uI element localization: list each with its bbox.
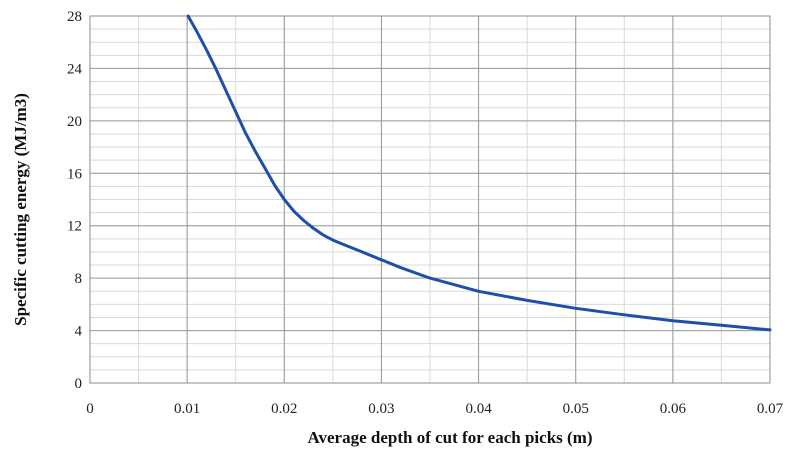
x-tick-label: 0.04 (465, 401, 492, 417)
x-tick-label: 0.03 (368, 401, 394, 417)
y-axis-title: Specific cutting energy (MJ/m3) (11, 93, 30, 326)
x-tick-label: 0.02 (271, 401, 297, 417)
y-axis-tick-labels: 0 4 8 12 16 20 24 28 (67, 9, 83, 392)
y-tick-label: 8 (75, 271, 83, 287)
minor-gridlines (89, 15, 771, 384)
x-axis-title: Average depth of cut for each picks (m) (307, 428, 592, 447)
series-line (186, 14, 772, 332)
y-tick-label: 12 (67, 219, 82, 235)
x-tick-label: 0 (86, 401, 94, 417)
y-tick-label: 16 (67, 166, 83, 182)
y-tick-label: 28 (67, 9, 82, 25)
x-axis-tick-labels: 0 0.01 0.02 0.03 0.04 0.05 0.06 0.07 (86, 401, 783, 417)
y-tick-label: 4 (75, 324, 83, 340)
x-tick-label: 0.05 (563, 401, 589, 417)
y-tick-label: 24 (67, 61, 83, 77)
x-tick-label: 0.06 (660, 401, 687, 417)
y-tick-label: 0 (75, 376, 83, 392)
y-tick-label: 20 (67, 114, 82, 130)
x-tick-label: 0.01 (174, 401, 200, 417)
plot-area-frame (89, 15, 771, 384)
x-tick-label: 0.07 (757, 401, 784, 417)
